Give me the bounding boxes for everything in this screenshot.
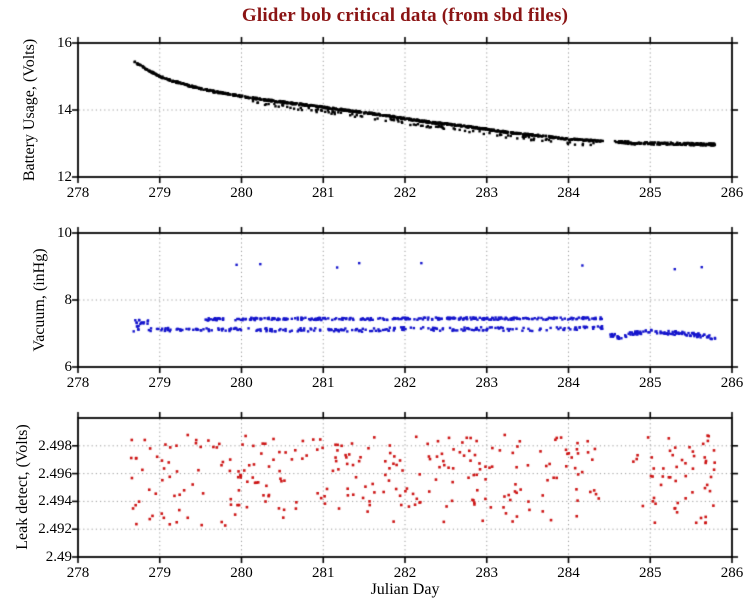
x-tick-label: 286 [720, 375, 744, 391]
y-tick-label: 14 [57, 102, 72, 118]
x-tick-label: 285 [639, 185, 662, 201]
x-tick-label: 285 [639, 565, 662, 581]
x-tick-label: 280 [230, 565, 253, 581]
x-tick-label: 283 [475, 185, 499, 201]
x-tick-label: 282 [393, 375, 417, 391]
y-tick-label: 12 [57, 169, 72, 185]
x-tick-label: 283 [475, 375, 499, 391]
x-tick-label: 280 [230, 375, 253, 391]
x-tick-label: 281 [312, 375, 335, 391]
x-tick-label: 281 [312, 565, 335, 581]
y-tick-label: 6 [64, 359, 73, 375]
x-tick-label: 278 [66, 565, 90, 581]
x-tick-label: 279 [148, 375, 172, 391]
y-tick-label: 10 [57, 225, 72, 241]
x-tick-label: 282 [393, 565, 417, 581]
x-tick-label: 284 [557, 375, 580, 391]
figure-title: Glider bob critical data (from sbd files… [241, 5, 569, 26]
y-tick-label: 2.494 [38, 493, 72, 510]
y-tick-label: 16 [57, 35, 72, 51]
x-axis-label: Julian Day [370, 581, 440, 598]
x-tick-label: 278 [66, 185, 90, 201]
x-tick-label: 285 [639, 375, 662, 391]
x-tick-label: 284 [557, 185, 580, 201]
x-tick-label: 279 [148, 565, 172, 581]
y-tick-label: 2.492 [38, 521, 72, 538]
x-tick-label: 286 [720, 185, 744, 201]
x-tick-label: 279 [148, 185, 172, 201]
x-tick-label: 280 [230, 185, 253, 201]
x-tick-label: 278 [66, 375, 90, 391]
x-tick-label: 284 [557, 565, 580, 581]
x-tick-label: 283 [475, 565, 499, 581]
y-tick-label: 2.496 [38, 465, 72, 482]
x-tick-label: 286 [720, 565, 744, 581]
y-tick-label: 2.49 [45, 549, 72, 565]
y-tick-label: 8 [64, 292, 73, 308]
x-tick-label: 281 [312, 185, 335, 201]
y-tick-label: 2.498 [38, 437, 72, 454]
x-tick-label: 282 [393, 185, 417, 201]
